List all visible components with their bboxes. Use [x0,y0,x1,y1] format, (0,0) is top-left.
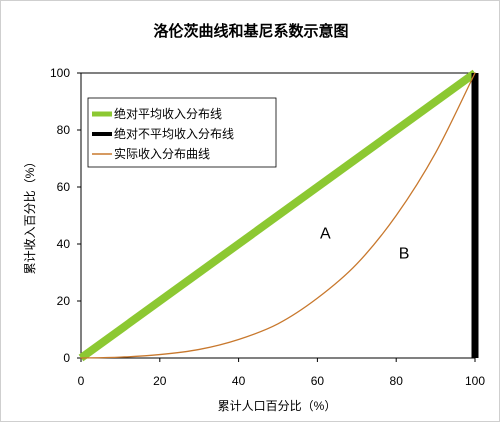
region-label-a: A [320,225,331,242]
x-tick-label: 0 [78,374,85,388]
x-tick-label: 20 [153,374,167,388]
chart-title: 洛伦茨曲线和基尼系数示意图 [153,22,348,40]
y-axis-label: 累计收入百分比（%） [23,156,37,275]
x-tick-label: 100 [465,374,485,388]
region-label-b: B [399,245,410,262]
x-tick-label: 80 [390,374,404,388]
legend-label: 绝对平均收入分布线 [114,106,222,121]
x-tick-label: 40 [232,374,246,388]
legend-label: 绝对不平均收入分布线 [114,126,234,141]
y-tick-label: 0 [63,351,70,365]
y-tick-label: 40 [57,237,71,251]
y-tick-label: 20 [57,294,71,308]
equality-line [78,69,478,362]
annotations-layer: AB [320,225,409,262]
lorenz-curve [80,72,476,359]
y-tick-label: 100 [50,66,70,80]
y-tick-label: 60 [57,180,71,194]
ticks-layer: 0 20 40 60 80 100 0 20 40 60 80 100 [50,66,485,388]
legend-label: 实际收入分布曲线 [114,146,210,161]
y-tick-label: 80 [57,123,71,137]
x-tick-label: 60 [311,374,325,388]
x-axis-label: 累计人口百分比（%） [218,399,337,413]
legend-box [87,97,277,168]
series-layer [78,69,479,362]
